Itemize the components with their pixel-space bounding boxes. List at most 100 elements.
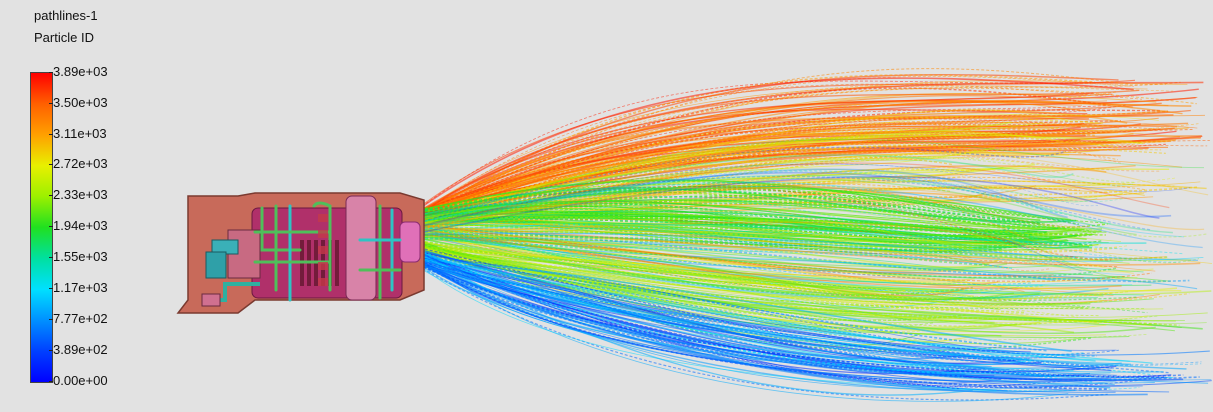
pathline	[409, 157, 1054, 222]
pathline	[409, 229, 955, 260]
pathline	[409, 253, 1098, 357]
pathline	[409, 201, 1200, 264]
pathline	[409, 226, 963, 308]
pathline	[409, 211, 1081, 247]
colorbar-tick-label: 0.00e+00	[49, 373, 108, 388]
pathline	[409, 146, 995, 224]
pathline	[409, 187, 1077, 223]
pathline	[409, 198, 1088, 270]
pathline	[409, 186, 1203, 249]
pathline	[409, 229, 965, 274]
pathline	[409, 188, 1040, 225]
pathline	[409, 163, 1191, 220]
plot-title: pathlines-1	[34, 8, 98, 23]
inlet-port	[201, 293, 221, 307]
pathline	[409, 245, 933, 306]
pathline	[409, 221, 1167, 261]
pathline	[409, 77, 1134, 217]
pathline	[409, 171, 1172, 230]
pathline	[409, 235, 1041, 294]
pathline	[409, 85, 1174, 220]
pathline	[409, 249, 1084, 309]
pathline	[409, 184, 1089, 233]
liner-slot	[335, 240, 339, 286]
colorbar-tick-label: 1.55e+03	[49, 249, 108, 264]
pathline	[409, 221, 1019, 243]
pathline	[409, 223, 1045, 292]
pathline	[409, 232, 1076, 258]
pathline	[409, 163, 1099, 222]
pathline	[409, 215, 1023, 246]
pathline	[409, 248, 980, 302]
pathline	[409, 251, 1059, 360]
pathline	[409, 228, 1198, 261]
pathline	[409, 89, 1140, 220]
pathline	[409, 228, 1123, 263]
liner-drum	[345, 195, 377, 301]
pathline	[409, 252, 966, 375]
pathline	[409, 95, 1133, 215]
pathline	[409, 219, 1046, 245]
pathline	[409, 192, 1134, 275]
pathline	[409, 212, 1064, 238]
pathline	[409, 200, 1059, 232]
pathline	[409, 195, 1066, 263]
pathline	[409, 170, 1063, 233]
pathline	[409, 146, 1067, 227]
pathline	[409, 224, 1190, 283]
pathline	[409, 209, 1002, 244]
pathline	[409, 229, 1133, 286]
pathline	[409, 125, 1201, 219]
pathline	[409, 177, 1137, 236]
pathline	[409, 260, 959, 378]
pathline	[409, 175, 1160, 236]
pathline	[409, 202, 1181, 263]
colorbar-tick-label: 1.17e+03	[49, 280, 108, 295]
pathline	[409, 231, 1072, 273]
pathline	[409, 218, 1122, 242]
pathline	[409, 185, 1112, 261]
pathline	[409, 150, 1209, 224]
pathline	[409, 234, 1138, 284]
pathline	[409, 237, 1100, 325]
pathline	[409, 231, 1125, 280]
pathline	[409, 222, 1102, 247]
pathline	[409, 237, 1002, 337]
colorbar-tick-label: 3.50e+03	[49, 95, 108, 110]
pathline	[409, 205, 1167, 283]
pathline	[409, 220, 1031, 253]
pathline	[409, 168, 1098, 218]
pathline	[409, 231, 1198, 290]
liner-cell	[318, 230, 328, 238]
pathline	[409, 235, 979, 273]
pathline	[409, 221, 1171, 282]
pathline	[409, 232, 1118, 268]
pathline	[409, 224, 1114, 286]
pathline	[409, 212, 1018, 249]
pathline	[409, 234, 987, 266]
pathline	[409, 234, 1052, 262]
pathline	[409, 181, 1185, 238]
pathline	[409, 223, 1147, 245]
pathline	[409, 232, 1152, 287]
pathline	[409, 225, 1020, 296]
injector-block	[205, 251, 227, 279]
colorbar	[30, 72, 53, 383]
pathline	[409, 227, 962, 285]
pathline	[409, 68, 1129, 224]
liner-cell	[318, 246, 328, 254]
pathline	[409, 254, 1168, 383]
pathline	[409, 235, 999, 269]
pathline	[409, 180, 1175, 225]
pathline	[409, 131, 1112, 226]
pathline	[409, 224, 989, 266]
colorbar-tick-label: 3.11e+03	[49, 126, 107, 141]
pathline	[409, 99, 1183, 220]
pathline	[409, 236, 1130, 264]
pathline	[409, 223, 988, 291]
pathline	[409, 210, 1069, 244]
pathline	[409, 233, 1008, 272]
pathline	[409, 177, 1127, 231]
pathline	[409, 170, 1112, 235]
